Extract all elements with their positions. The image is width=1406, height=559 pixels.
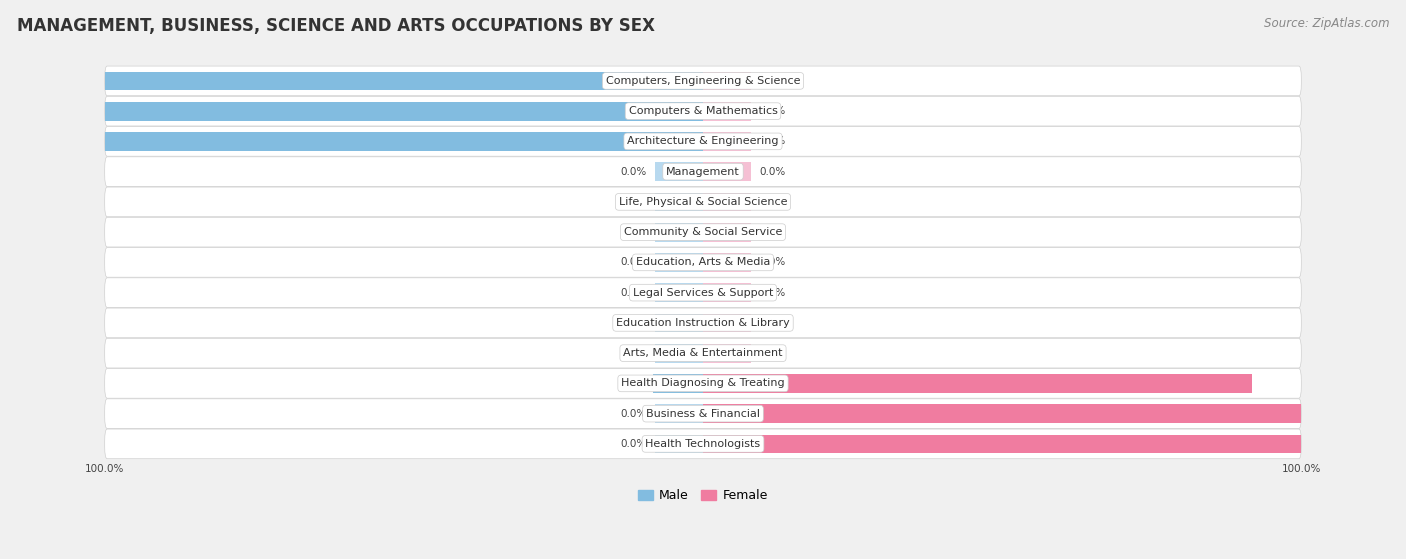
Bar xyxy=(703,192,751,211)
Text: Architecture & Engineering: Architecture & Engineering xyxy=(627,136,779,146)
Text: Business & Financial: Business & Financial xyxy=(645,409,761,419)
Text: 100.0%: 100.0% xyxy=(716,409,758,419)
FancyBboxPatch shape xyxy=(104,187,1302,217)
Text: MANAGEMENT, BUSINESS, SCIENCE AND ARTS OCCUPATIONS BY SEX: MANAGEMENT, BUSINESS, SCIENCE AND ARTS O… xyxy=(17,17,655,35)
Text: 8.3%: 8.3% xyxy=(617,378,644,389)
Bar xyxy=(655,192,703,211)
Text: Arts, Media & Entertainment: Arts, Media & Entertainment xyxy=(623,348,783,358)
Text: 0.0%: 0.0% xyxy=(620,409,647,419)
Bar xyxy=(703,314,751,332)
Bar xyxy=(703,253,751,272)
Bar xyxy=(104,72,703,90)
Bar xyxy=(104,72,703,90)
Text: 0.0%: 0.0% xyxy=(759,197,786,207)
Text: 100.0%: 100.0% xyxy=(648,106,690,116)
Legend: Male, Female: Male, Female xyxy=(633,485,773,508)
Bar xyxy=(703,72,751,90)
Text: Health Diagnosing & Treating: Health Diagnosing & Treating xyxy=(621,378,785,389)
Bar xyxy=(655,283,703,302)
Bar xyxy=(655,223,703,241)
Bar xyxy=(655,314,703,332)
FancyBboxPatch shape xyxy=(104,308,1302,338)
Text: Community & Social Service: Community & Social Service xyxy=(624,227,782,237)
Text: 0.0%: 0.0% xyxy=(759,136,786,146)
FancyBboxPatch shape xyxy=(104,338,1302,368)
Bar xyxy=(655,253,703,272)
Text: Health Technologists: Health Technologists xyxy=(645,439,761,449)
Bar xyxy=(104,102,703,121)
Bar xyxy=(654,374,703,393)
Text: 0.0%: 0.0% xyxy=(620,257,647,267)
Text: 0.0%: 0.0% xyxy=(759,167,786,177)
Text: 0.0%: 0.0% xyxy=(620,227,647,237)
Bar xyxy=(104,102,703,121)
Bar xyxy=(703,283,751,302)
Text: 0.0%: 0.0% xyxy=(759,227,786,237)
Text: Computers & Mathematics: Computers & Mathematics xyxy=(628,106,778,116)
FancyBboxPatch shape xyxy=(104,157,1302,187)
Text: 0.0%: 0.0% xyxy=(759,76,786,86)
Text: 0.0%: 0.0% xyxy=(620,318,647,328)
Bar xyxy=(703,404,1302,423)
Text: Computers, Engineering & Science: Computers, Engineering & Science xyxy=(606,76,800,86)
Text: 100.0%: 100.0% xyxy=(1282,463,1322,473)
Bar xyxy=(703,374,1251,393)
Text: 0.0%: 0.0% xyxy=(620,439,647,449)
FancyBboxPatch shape xyxy=(104,278,1302,307)
Bar xyxy=(703,223,751,241)
Text: Life, Physical & Social Science: Life, Physical & Social Science xyxy=(619,197,787,207)
Text: 91.7%: 91.7% xyxy=(716,378,751,389)
FancyBboxPatch shape xyxy=(104,368,1302,398)
Text: 0.0%: 0.0% xyxy=(620,197,647,207)
Bar xyxy=(703,434,1302,453)
Bar xyxy=(654,374,703,393)
Bar xyxy=(104,132,703,151)
FancyBboxPatch shape xyxy=(104,429,1302,459)
Text: 0.0%: 0.0% xyxy=(620,167,647,177)
Text: 0.0%: 0.0% xyxy=(620,288,647,297)
FancyBboxPatch shape xyxy=(104,217,1302,247)
Text: Education Instruction & Library: Education Instruction & Library xyxy=(616,318,790,328)
Text: 0.0%: 0.0% xyxy=(759,318,786,328)
Text: 100.0%: 100.0% xyxy=(648,76,690,86)
Bar xyxy=(104,132,703,151)
Bar xyxy=(703,344,751,363)
Bar xyxy=(703,434,1302,453)
Bar xyxy=(703,404,1302,423)
FancyBboxPatch shape xyxy=(104,126,1302,156)
Text: 0.0%: 0.0% xyxy=(759,257,786,267)
Text: Education, Arts & Media: Education, Arts & Media xyxy=(636,257,770,267)
FancyBboxPatch shape xyxy=(104,399,1302,428)
Bar xyxy=(703,374,1251,393)
Text: 0.0%: 0.0% xyxy=(759,348,786,358)
Text: Source: ZipAtlas.com: Source: ZipAtlas.com xyxy=(1264,17,1389,30)
Bar xyxy=(655,404,703,423)
Bar xyxy=(655,434,703,453)
Text: 0.0%: 0.0% xyxy=(620,348,647,358)
FancyBboxPatch shape xyxy=(104,66,1302,96)
Bar xyxy=(703,102,751,121)
Text: 100.0%: 100.0% xyxy=(84,463,124,473)
FancyBboxPatch shape xyxy=(104,248,1302,277)
Text: 0.0%: 0.0% xyxy=(759,288,786,297)
Bar xyxy=(655,162,703,181)
Text: 0.0%: 0.0% xyxy=(759,106,786,116)
Bar xyxy=(703,162,751,181)
FancyBboxPatch shape xyxy=(104,96,1302,126)
Text: 100.0%: 100.0% xyxy=(648,136,690,146)
Bar xyxy=(655,344,703,363)
Text: Management: Management xyxy=(666,167,740,177)
Text: 100.0%: 100.0% xyxy=(716,439,758,449)
Text: Legal Services & Support: Legal Services & Support xyxy=(633,288,773,297)
Bar xyxy=(703,132,751,151)
